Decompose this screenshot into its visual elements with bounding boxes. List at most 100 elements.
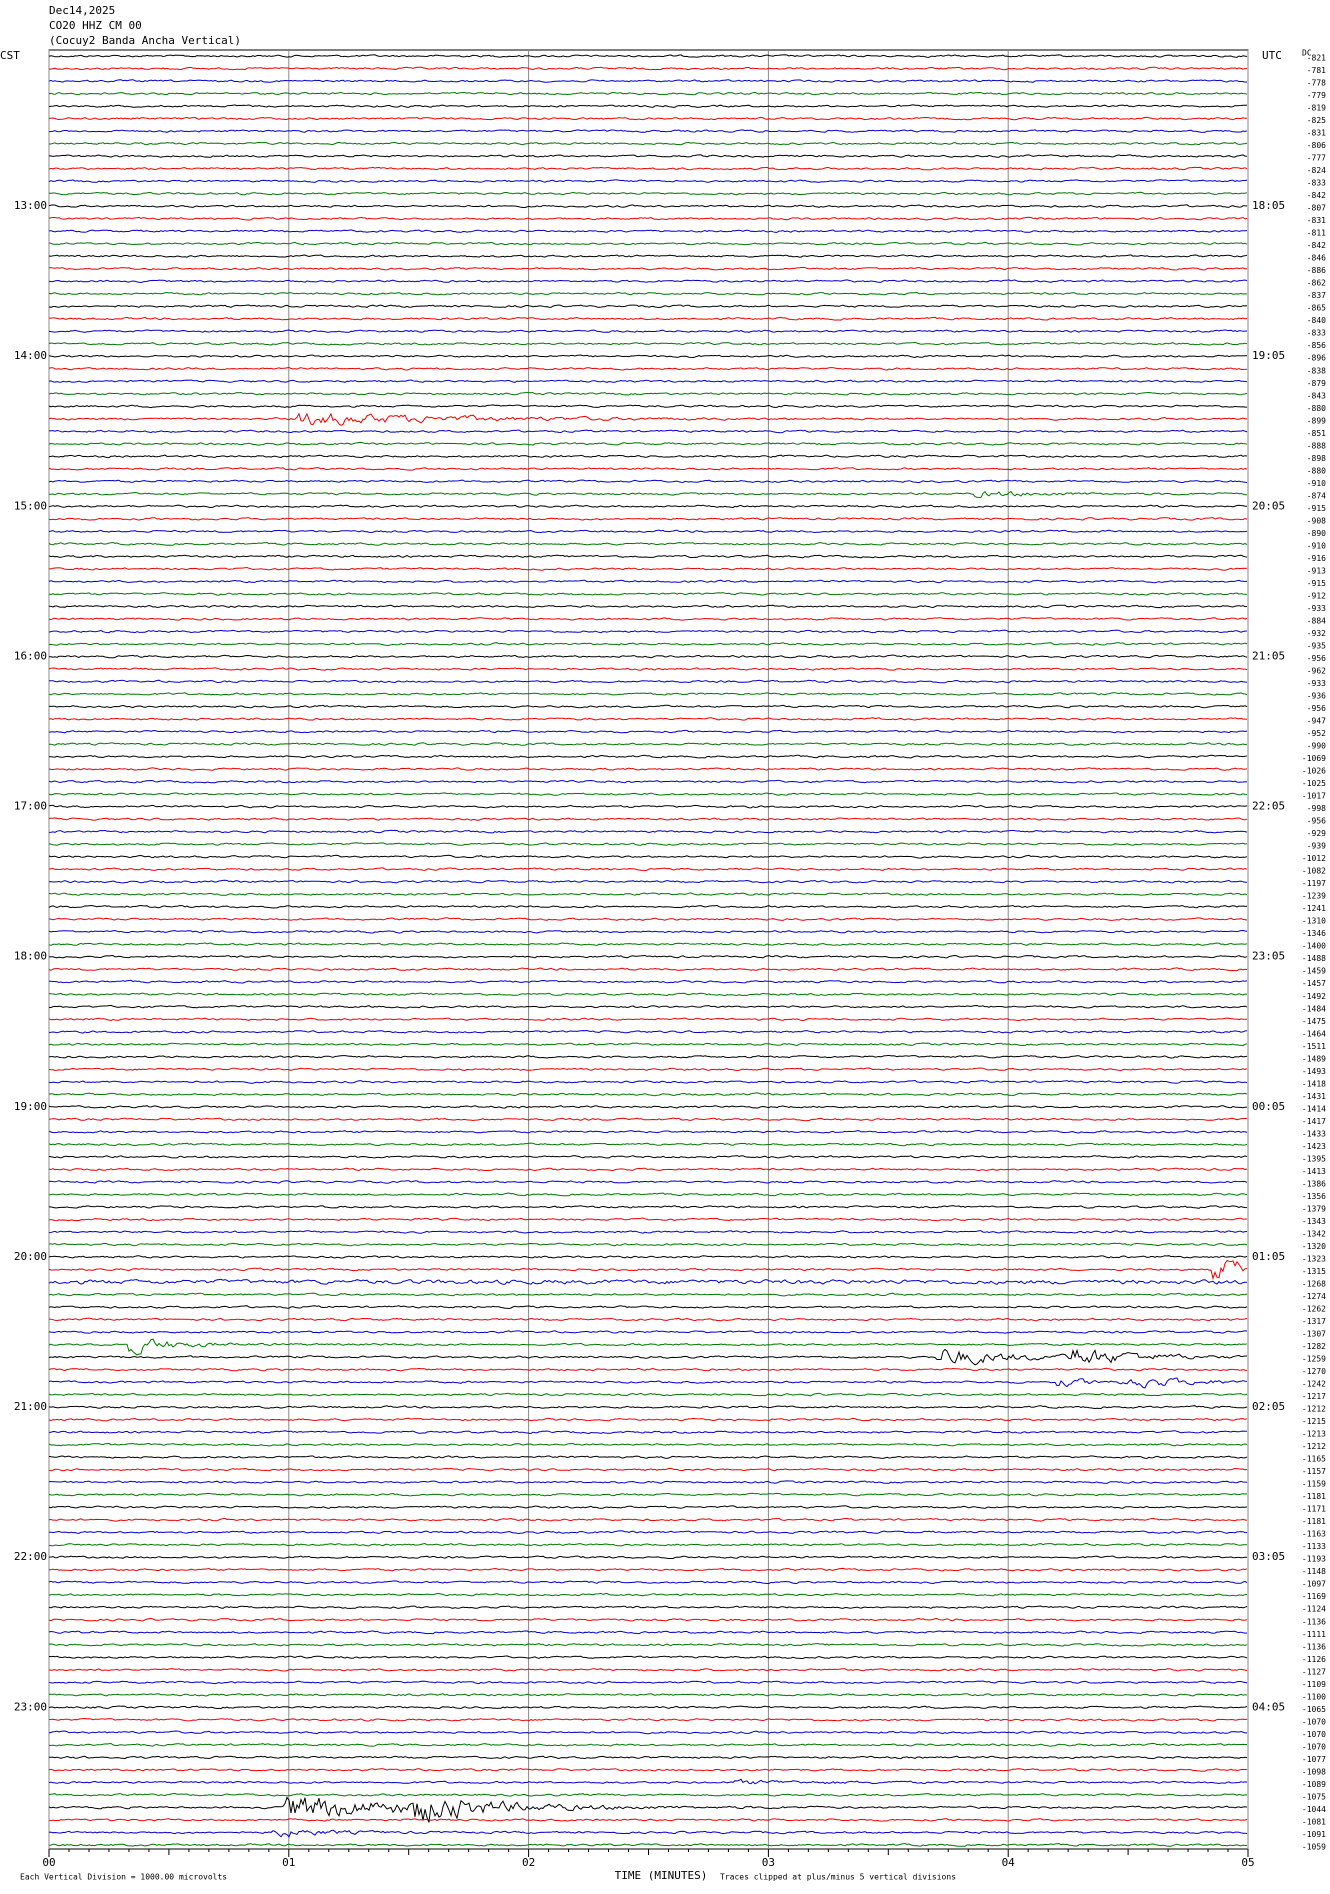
dc-offset: -910	[1307, 541, 1326, 550]
trace	[48, 1630, 1248, 1635]
dc-offset: -956	[1307, 654, 1326, 663]
local-hour: 17:00	[14, 800, 47, 813]
dc-offset: -912	[1307, 591, 1326, 600]
trace	[48, 1278, 1247, 1285]
dc-offset: -1262	[1302, 1305, 1326, 1314]
dc-offset: -1181	[1302, 1492, 1326, 1501]
dc-offset: -807	[1307, 204, 1326, 213]
dc-offset: -1148	[1302, 1567, 1326, 1576]
dc-offset: -1157	[1302, 1467, 1326, 1476]
trace	[48, 842, 1248, 846]
trace	[48, 404, 1247, 409]
dc-offset: -1323	[1302, 1254, 1326, 1263]
dc-offset: -915	[1307, 504, 1326, 513]
trace	[48, 304, 1248, 309]
utc-hour: 02:05	[1252, 1400, 1285, 1413]
trace	[48, 329, 1248, 333]
dc-offset: -842	[1307, 241, 1326, 250]
dc-offset: -821	[1307, 54, 1326, 63]
utc-hour: 00:05	[1252, 1100, 1285, 1113]
trace	[48, 754, 1248, 759]
trace	[48, 917, 1248, 921]
trace	[48, 1642, 1248, 1647]
dc-offset: -962	[1307, 666, 1326, 675]
utc-hour: 23:05	[1252, 950, 1285, 963]
trace	[48, 1292, 1248, 1297]
trace	[48, 1680, 1248, 1685]
dc-offset: -1163	[1302, 1530, 1326, 1539]
trace	[48, 1142, 1248, 1147]
dc-offset: -1315	[1302, 1267, 1326, 1276]
dc-offset: -1215	[1302, 1417, 1326, 1426]
dc-offset: -1111	[1302, 1630, 1326, 1639]
trace	[48, 617, 1248, 621]
dc-offset: -1212	[1302, 1442, 1326, 1451]
dc-offset: -1511	[1302, 1042, 1326, 1051]
dc-offset: -1395	[1302, 1154, 1326, 1163]
dc-offset: -913	[1307, 566, 1326, 575]
dc-offset: -1075	[1302, 1792, 1326, 1801]
trace	[49, 1755, 1248, 1760]
dc-offset: -952	[1307, 729, 1326, 738]
trace	[48, 1829, 1248, 1838]
trace	[48, 1742, 1247, 1747]
dc-offset: -824	[1307, 166, 1326, 175]
utc-hour: 19:05	[1252, 349, 1285, 362]
trace	[48, 1105, 1248, 1109]
trace	[48, 904, 1248, 909]
trace	[48, 1667, 1248, 1672]
trace	[48, 91, 1248, 96]
trace	[48, 1693, 1248, 1697]
dc-offset: -856	[1307, 341, 1326, 350]
dc-offset: -1136	[1302, 1642, 1326, 1651]
dc-offset: -865	[1307, 304, 1326, 313]
utc-hour: 22:05	[1252, 800, 1285, 813]
trace	[49, 654, 1248, 659]
dc-offset: -1239	[1302, 892, 1326, 901]
dc-offset: -1212	[1302, 1405, 1326, 1414]
trace	[48, 1205, 1248, 1209]
dc-offset: -779	[1307, 91, 1326, 100]
trace	[48, 154, 1248, 158]
dc-offset: -1109	[1302, 1680, 1326, 1689]
station: CO20 HHZ CM 00	[49, 19, 142, 32]
trace	[48, 1367, 1248, 1372]
trace	[48, 166, 1248, 171]
dc-offset: -781	[1307, 66, 1326, 75]
trace	[48, 316, 1248, 321]
trace	[48, 729, 1248, 734]
dc-offset: -1017	[1302, 792, 1326, 801]
trace	[48, 1230, 1248, 1234]
x-tick-label: 00	[42, 1856, 55, 1869]
dc-offset: -929	[1307, 829, 1326, 838]
left-zone: CST	[0, 49, 20, 62]
trace	[48, 629, 1248, 634]
dc-offset: -933	[1307, 679, 1326, 688]
dc-offset: -1418	[1302, 1079, 1326, 1088]
trace	[48, 1079, 1248, 1084]
dc-label: DC	[1302, 49, 1312, 58]
trace	[48, 79, 1248, 83]
dc-offset: -956	[1307, 704, 1326, 713]
dc-offset: -1126	[1302, 1655, 1326, 1664]
trace	[48, 379, 1248, 383]
x-tick-label: 02	[522, 1856, 535, 1869]
dc-offset: -1124	[1302, 1605, 1326, 1614]
dc-offset: -1070	[1302, 1742, 1326, 1751]
trace	[48, 1255, 1248, 1259]
trace	[48, 1417, 1248, 1422]
dc-offset: -1100	[1302, 1692, 1326, 1701]
x-tick-label: 03	[762, 1856, 775, 1869]
trace	[49, 66, 1248, 71]
dc-offset: -1091	[1302, 1830, 1326, 1839]
utc-hour: 20:05	[1252, 499, 1285, 512]
dc-offset: -956	[1307, 817, 1326, 826]
local-hour: 20:00	[14, 1250, 47, 1263]
trace	[48, 1067, 1248, 1072]
dc-offset: -1217	[1302, 1392, 1326, 1401]
trace	[48, 1592, 1248, 1597]
trace	[48, 1480, 1248, 1484]
dc-offset: -908	[1307, 516, 1326, 525]
dc-offset: -1356	[1302, 1192, 1326, 1201]
trace	[48, 129, 1248, 133]
